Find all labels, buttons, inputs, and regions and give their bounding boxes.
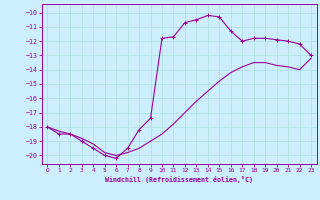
- X-axis label: Windchill (Refroidissement éolien,°C): Windchill (Refroidissement éolien,°C): [105, 176, 253, 183]
